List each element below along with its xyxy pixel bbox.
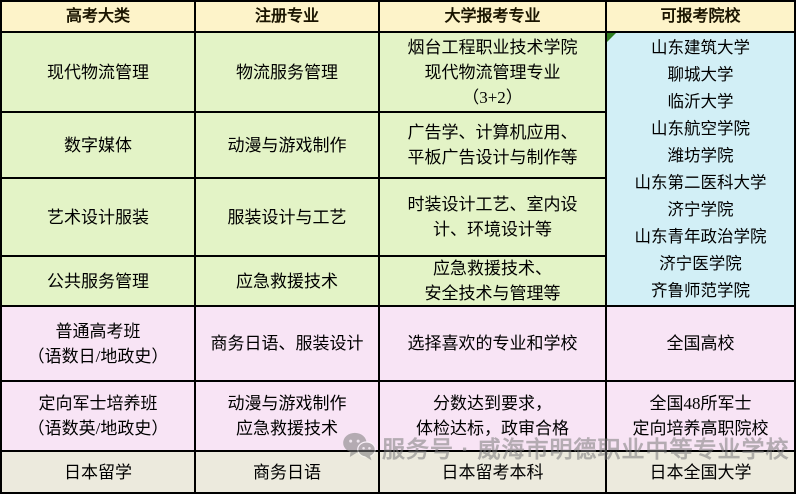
school-item: 聊城大学 [667,65,734,84]
cell-schools-regular-gaokao: 全国高校 [607,307,794,380]
school-item: 潍坊学院 [667,146,734,165]
cell-major-digital-media: 动漫与游戏制作 [196,113,378,177]
cell-university-major-digital-media: 广告学、计算机应用、 平板广告设计与制作等 [380,113,605,177]
school-item: 济宁学院 [667,200,734,219]
cell-category-logistics: 现代物流管理 [2,33,194,111]
cell-major-regular-gaokao: 商务日语、服装设计 [196,307,378,380]
cell-university-major-art-design: 时装设计工艺、室内设 计、环境设计等 [380,179,605,255]
cell-university-major-regular-gaokao: 选择喜欢的专业和学校 [380,307,605,380]
school-item: 山东航空学院 [651,119,750,138]
cell-schools-japan-study: 日本全国大学 [607,452,794,492]
cell-category-military-class: 定向军士培养班 （语数英/地政史） [2,382,194,450]
cell-schools-military-class: 全国48所军士 定向培养高职院校 [607,382,794,450]
school-item: 山东建筑大学 [651,38,750,57]
cell-university-major-logistics: 烟台工程职业技术学院 现代物流管理专业 （3+2） [380,33,605,111]
school-item: 齐鲁师范学院 [651,281,750,300]
cell-comment-triangle-icon [607,33,616,42]
cell-university-major-japan-study: 日本留考本科 [380,452,605,492]
cell-merged-schools-list: 山东建筑大学 聊城大学 临沂大学 山东航空学院 潍坊学院 山东第二医科大学 济宁… [607,33,794,305]
school-item: 山东青年政治学院 [634,227,767,246]
cell-category-japan-study: 日本留学 [2,452,194,492]
header-available-schools: 可报考院校 [607,2,794,31]
school-item: 临沂大学 [667,92,734,111]
cell-category-public-service: 公共服务管理 [2,257,194,305]
school-item: 济宁医学院 [659,254,742,273]
cell-university-major-public-service: 应急救援技术、 安全技术与管理等 [380,257,605,305]
header-registered-major: 注册专业 [196,2,378,31]
header-university-major: 大学报考专业 [380,2,605,31]
cell-major-art-design: 服装设计与工艺 [196,179,378,255]
cell-major-japan-study: 商务日语 [196,452,378,492]
school-item: 山东第二医科大学 [634,173,767,192]
cell-major-public-service: 应急救援技术 [196,257,378,305]
cell-major-logistics: 物流服务管理 [196,33,378,111]
cell-category-regular-gaokao: 普通高考班 （语数日/地政史） [2,307,194,380]
cell-university-major-military-class: 分数达到要求， 体检达标，政审合格 [380,382,605,450]
cell-category-art-design: 艺术设计服装 [2,179,194,255]
cell-category-digital-media: 数字媒体 [2,113,194,177]
header-gaokao-category: 高考大类 [2,2,194,31]
cell-major-military-class: 动漫与游戏制作 应急救援技术 [196,382,378,450]
